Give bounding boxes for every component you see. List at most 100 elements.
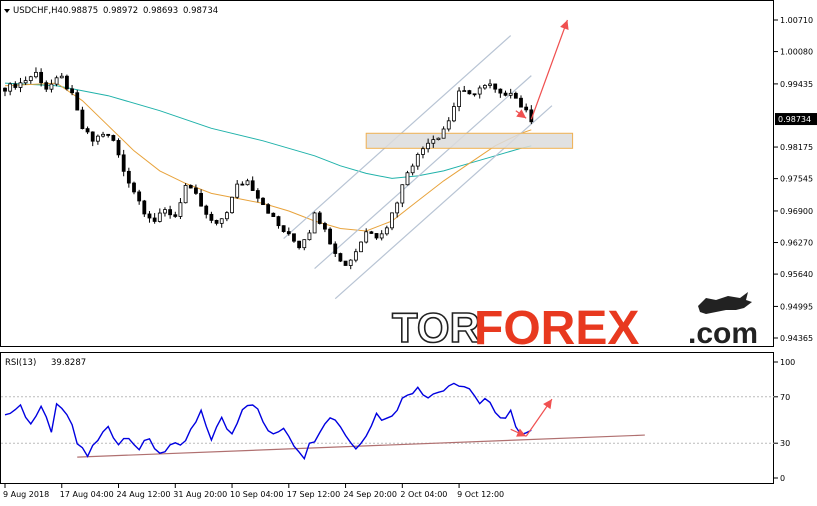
candle bbox=[224, 211, 229, 222]
candle-body bbox=[297, 240, 302, 249]
price-tick-label: 0.94995 bbox=[780, 302, 813, 311]
candle bbox=[323, 221, 327, 233]
candle bbox=[95, 134, 100, 145]
candle-body bbox=[307, 232, 312, 241]
candle bbox=[214, 219, 219, 226]
price-tick-label: 0.96900 bbox=[780, 207, 813, 216]
candle-body bbox=[369, 231, 374, 234]
candle-body bbox=[281, 225, 286, 232]
symbol-label: USDCHF,H4 bbox=[13, 6, 63, 16]
candlesticks bbox=[3, 67, 534, 270]
candle-body bbox=[343, 260, 348, 266]
candle bbox=[8, 82, 13, 96]
candle-body bbox=[503, 92, 508, 96]
candle bbox=[157, 208, 162, 223]
candle-body bbox=[209, 213, 214, 221]
candle bbox=[240, 181, 245, 186]
candle bbox=[194, 184, 198, 195]
candle-body bbox=[44, 82, 49, 90]
candle bbox=[477, 85, 482, 99]
candle bbox=[457, 87, 461, 112]
rsi-forecast-arrow-1-head bbox=[543, 399, 552, 410]
candle-body bbox=[250, 180, 255, 191]
candle bbox=[101, 131, 105, 138]
price-tick-label: 0.96270 bbox=[780, 239, 813, 248]
candle bbox=[255, 188, 260, 203]
candle bbox=[80, 106, 85, 130]
price-tick-label: 0.97545 bbox=[780, 175, 813, 184]
open-value: 0.98875 bbox=[63, 6, 98, 16]
candle bbox=[126, 167, 131, 188]
candle-body bbox=[18, 82, 23, 88]
candle bbox=[390, 212, 394, 231]
low-value: 0.98693 bbox=[143, 6, 178, 16]
close-value: 0.98734 bbox=[183, 6, 218, 16]
candle-body bbox=[116, 140, 121, 156]
rsi-level-label: 100 bbox=[780, 358, 795, 367]
candle bbox=[431, 135, 436, 148]
support-zone-rect bbox=[365, 132, 574, 149]
candle-body bbox=[106, 133, 111, 136]
candle bbox=[3, 87, 7, 97]
ma-fast-line bbox=[4, 82, 532, 232]
candle bbox=[292, 233, 296, 243]
candle bbox=[353, 248, 358, 263]
candle-body bbox=[101, 133, 105, 137]
candle-body bbox=[152, 217, 157, 222]
rsi-level-label: 0 bbox=[780, 474, 785, 483]
candle-body bbox=[132, 182, 136, 193]
candle-body bbox=[95, 135, 100, 142]
candle bbox=[44, 80, 49, 92]
candle-body bbox=[49, 83, 54, 90]
candle bbox=[121, 149, 126, 177]
candle bbox=[519, 95, 523, 108]
candle bbox=[281, 225, 286, 233]
time-tick-label: 17 Aug 04:00 bbox=[60, 490, 114, 499]
candle bbox=[209, 211, 214, 224]
candle-body bbox=[230, 196, 234, 214]
candle bbox=[369, 230, 374, 234]
candle-body bbox=[472, 93, 477, 96]
time-tick-label: 24 Aug 12:00 bbox=[117, 490, 171, 499]
candle bbox=[65, 74, 69, 91]
candle bbox=[111, 134, 116, 142]
candle-body bbox=[80, 109, 85, 130]
candle-body bbox=[431, 139, 436, 144]
main-chart-frame bbox=[0, 0, 774, 347]
candle bbox=[85, 126, 90, 135]
candle-body bbox=[353, 251, 358, 261]
time-axis: 9 Aug 2018 17 Aug 04:00 24 Aug 12:00 31 Aug… bbox=[3, 484, 504, 499]
candle-body bbox=[121, 154, 126, 172]
candle-body bbox=[163, 209, 167, 214]
candle bbox=[235, 180, 240, 199]
candle bbox=[59, 72, 64, 79]
candle bbox=[421, 146, 425, 159]
candle-body bbox=[13, 83, 18, 88]
candle-body bbox=[302, 239, 307, 249]
candle bbox=[410, 163, 415, 176]
rsi-indicator: 100 70 30 0 bbox=[1, 358, 795, 483]
time-tick-label: 9 Oct 12:00 bbox=[457, 490, 504, 499]
candle bbox=[116, 138, 121, 158]
candle-body bbox=[405, 172, 410, 186]
candle bbox=[163, 207, 167, 217]
candle-body bbox=[204, 205, 209, 215]
candle-body bbox=[59, 75, 64, 79]
candle bbox=[106, 133, 111, 138]
candle bbox=[132, 181, 136, 195]
candle bbox=[230, 196, 234, 214]
forecast-arrow-1 bbox=[530, 19, 569, 120]
candle-body bbox=[255, 190, 260, 199]
candle bbox=[199, 189, 203, 207]
candle bbox=[261, 197, 265, 206]
candle bbox=[379, 230, 384, 241]
symbol-dropdown-icon[interactable] bbox=[4, 9, 10, 13]
rsi-value: 39.8287 bbox=[51, 358, 86, 368]
price-tick-label: 0.94365 bbox=[780, 334, 813, 343]
price-axis: 1.00710 1.00080 0.99435 0.98734 0.98175 0.975… bbox=[774, 16, 817, 343]
rsi-level-label: 30 bbox=[780, 439, 790, 448]
time-tick-label: 2 Oct 04:00 bbox=[400, 490, 447, 499]
candle bbox=[49, 79, 54, 93]
candle bbox=[374, 233, 379, 240]
rsi-support-line bbox=[77, 434, 645, 458]
